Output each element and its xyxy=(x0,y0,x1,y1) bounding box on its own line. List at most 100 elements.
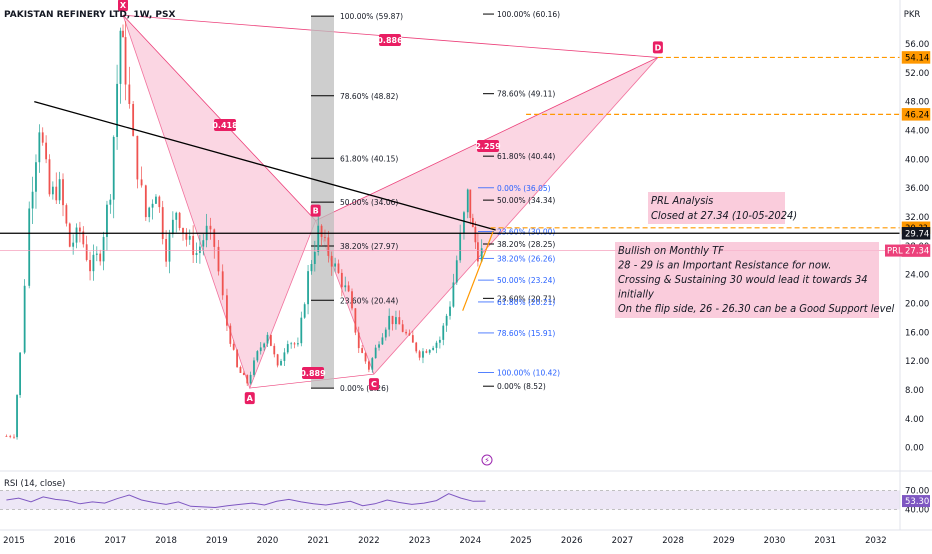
fib-left-label: 78.60% (48.82) xyxy=(340,92,398,101)
candle-body xyxy=(303,304,306,318)
candle-body xyxy=(449,306,451,316)
candle-body xyxy=(401,324,404,332)
candle-body xyxy=(364,352,367,362)
symbol-tag-bg xyxy=(885,244,902,257)
candle-body xyxy=(371,358,374,370)
candle-body xyxy=(192,235,195,256)
ratio-label-bg xyxy=(477,140,499,152)
candle-body xyxy=(253,360,255,375)
candle-body xyxy=(51,186,54,195)
harmonic-point-a-bg xyxy=(244,392,255,405)
fib-small-label: 38.20% (26.26) xyxy=(497,254,555,263)
fib-right-label: 61.80% (40.44) xyxy=(497,152,555,161)
candle-body xyxy=(168,234,171,262)
fib-left-label: 38.20% (27.97) xyxy=(340,242,398,251)
candle-body xyxy=(266,334,269,344)
candle-body xyxy=(334,263,336,267)
candle-body xyxy=(452,282,455,307)
candle-body xyxy=(217,246,220,272)
candle-body xyxy=(242,372,245,376)
candle-body xyxy=(75,227,78,243)
ratio-label: 0.886 xyxy=(377,36,403,45)
candle-body xyxy=(471,217,474,228)
time-tick-label: 2028 xyxy=(662,536,684,546)
note-line: 28 - 29 is an Important Resistance for n… xyxy=(618,259,831,272)
ratio-label-bg xyxy=(214,119,236,131)
rsi-line xyxy=(6,493,486,509)
price-tag: 27.34 xyxy=(905,247,929,257)
candle-body xyxy=(102,236,105,262)
candle-body xyxy=(249,374,252,384)
price-tag-bg xyxy=(901,108,931,121)
rsi-tick-label: 40.00 xyxy=(905,505,929,515)
candle-body xyxy=(132,104,135,136)
note-line: Crossing & Sustaining 30 would lead it t… xyxy=(618,273,868,286)
currency-label[interactable]: PKR xyxy=(904,10,921,20)
candle-body xyxy=(23,285,26,353)
candle-body xyxy=(347,285,350,292)
candle-body xyxy=(293,343,296,345)
ratio-label: 2.259 xyxy=(475,142,501,151)
candle-body xyxy=(273,345,276,355)
candle-body xyxy=(378,344,380,348)
candle-body xyxy=(313,251,316,264)
candle-body xyxy=(474,227,477,243)
candle-body xyxy=(259,347,262,352)
trendline-downtrend xyxy=(34,101,496,231)
candle-body xyxy=(48,159,51,195)
price-tag-bg xyxy=(901,227,931,240)
candle-body xyxy=(398,317,401,325)
candle-body xyxy=(136,135,139,180)
time-tick-label: 2030 xyxy=(764,536,786,546)
fib-right-label: 50.00% (34.34) xyxy=(497,196,555,205)
pattern-line-bd xyxy=(315,57,659,221)
candle-body xyxy=(188,235,191,240)
candle-body xyxy=(428,349,431,353)
candle-body xyxy=(286,344,289,353)
candle-body xyxy=(161,207,164,240)
fib-left-label: 100.00% (59.87) xyxy=(340,12,403,21)
candle-body xyxy=(199,246,201,254)
candle-body xyxy=(438,339,441,343)
note-line: initially xyxy=(618,288,654,301)
time-tick-label: 2021 xyxy=(307,536,329,546)
candle-body xyxy=(58,179,61,201)
candle-body xyxy=(269,334,272,346)
price-tag: 29.74 xyxy=(905,229,929,239)
candle-body xyxy=(361,348,364,353)
candle-body xyxy=(62,179,64,206)
candle-body xyxy=(236,349,238,368)
candle-body xyxy=(35,162,37,192)
rsi-value-bg xyxy=(902,495,930,508)
fib-small-label: 61.80% (20.21) xyxy=(497,298,555,307)
candle-body xyxy=(297,343,299,345)
candle-body xyxy=(469,189,472,218)
time-tick-label: 2020 xyxy=(257,536,279,546)
candle-body xyxy=(213,229,216,247)
rsi-label: RSI (14, close) xyxy=(4,479,65,489)
candle-body xyxy=(151,203,154,208)
time-tick-label: 2016 xyxy=(54,536,76,546)
candle-body xyxy=(41,132,44,143)
candle-body xyxy=(459,233,462,261)
note-line: On the flip side, 26 - 26.30 can be a Go… xyxy=(618,302,895,315)
harmonic-point-b: B xyxy=(313,207,319,216)
candle-body xyxy=(5,436,8,437)
candle-body xyxy=(415,342,418,352)
fib-small-label: 23.60% (30.00) xyxy=(497,227,555,236)
candle-body xyxy=(109,199,112,205)
time-tick-label: 2031 xyxy=(814,536,836,546)
candle-body xyxy=(317,225,320,252)
candle-body xyxy=(381,337,384,345)
candle-body xyxy=(340,272,343,288)
candle-body xyxy=(16,395,18,438)
time-tick-label: 2024 xyxy=(459,536,481,546)
fib-small-label: 78.60% (15.91) xyxy=(497,329,555,338)
price-tick-label: 24.00 xyxy=(905,271,929,281)
candle-body xyxy=(31,191,34,209)
candle-body xyxy=(9,436,12,437)
time-tick-label: 2022 xyxy=(358,536,380,546)
candle-body xyxy=(45,142,48,160)
